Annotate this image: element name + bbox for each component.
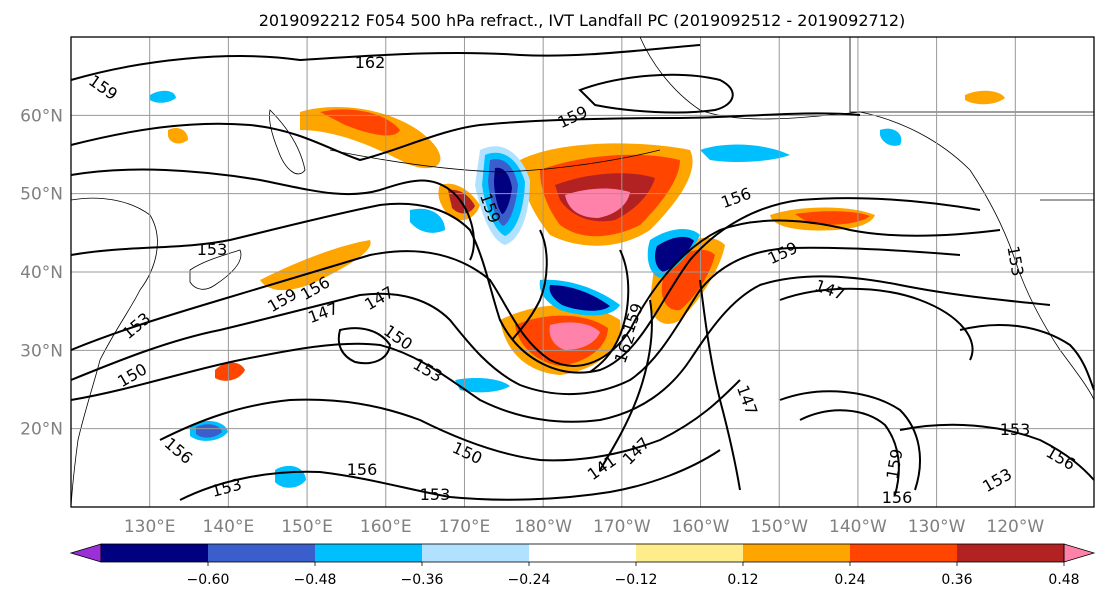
longitude-label: 130°W	[908, 517, 966, 537]
latitude-label: 50°N	[20, 185, 63, 205]
longitude-label: 180°W	[514, 517, 572, 537]
contour-line	[70, 197, 981, 374]
latitude-label: 40°N	[20, 263, 63, 283]
colorbar-segment	[422, 544, 530, 562]
colorbar-tick-label: −0.12	[615, 572, 658, 588]
shade-negative-royal	[196, 424, 222, 438]
shaded-anomalies	[150, 90, 1005, 488]
latitude-label: 20°N	[20, 420, 63, 440]
contour-line	[337, 327, 392, 365]
colorbar-segment	[101, 544, 209, 562]
japan-coastline	[189, 249, 242, 290]
colorbar-tick-label: −0.60	[187, 572, 230, 588]
colorbar-extend-low	[69, 543, 102, 563]
colorbar-tick-label: 0.48	[1048, 572, 1079, 588]
contour-line	[599, 299, 653, 471]
colorbar-tick-labels: −0.60 −0.48 −0.36 −0.24 −0.12 0.12 0.24 0.36 0.4…	[187, 562, 1080, 588]
colorbar-tick-label: 0.24	[834, 572, 865, 588]
longitude-label: 160°E	[360, 517, 412, 537]
contour-line	[70, 168, 475, 261]
contour-line	[578, 73, 734, 114]
longitude-labels: 130°E 140°E 150°E 160°E 170°E 180°W 170°W 160°W…	[124, 517, 1045, 537]
map-frame	[70, 36, 1095, 508]
shade-positive-red	[795, 211, 870, 225]
longitude-label: 150°E	[281, 517, 333, 537]
colorbar-segment	[850, 544, 958, 562]
longitude-label: 170°E	[439, 517, 491, 537]
colorbar-tick-label: −0.36	[401, 572, 444, 588]
contour-label: 153	[420, 485, 451, 504]
contour-line	[799, 409, 900, 496]
longitude-label: 140°E	[203, 517, 255, 537]
coastlines	[70, 36, 1095, 508]
aleutian-chain	[329, 149, 661, 173]
shade-positive-orange	[300, 107, 441, 169]
contour-label: 162	[355, 53, 386, 72]
contour-label: 156	[347, 460, 378, 479]
colorbar-outline	[100, 543, 1065, 563]
contour-line	[159, 379, 741, 462]
refractivity-contours	[70, 44, 1095, 501]
contour-line	[70, 275, 1051, 423]
shade-positive-red	[215, 362, 245, 381]
shade-negative-skyblue	[700, 144, 790, 163]
longitude-label: 160°W	[672, 517, 730, 537]
colorbar-segment	[636, 544, 744, 562]
latitude-label: 60°N	[20, 106, 63, 126]
shade-positive-pink	[565, 188, 630, 218]
longitude-label: 120°W	[986, 517, 1044, 537]
shade-negative-skyblue	[455, 378, 510, 393]
latitude-label: 30°N	[20, 341, 63, 361]
shade-positive-orange	[965, 90, 1005, 105]
contour-line	[70, 219, 1001, 367]
north-america-coastline	[969, 169, 1095, 401]
colorbar-segment	[529, 544, 637, 562]
contour-line	[699, 279, 741, 491]
contour-line	[179, 449, 721, 501]
map-panel: 162 159 159 156 159 153 147 147 150 153 …	[70, 36, 1095, 508]
shade-positive-pink	[549, 322, 600, 350]
colorbar	[69, 543, 1096, 563]
colorbar-segment	[208, 544, 316, 562]
contour-line	[70, 44, 701, 81]
shade-negative-skyblue	[410, 208, 445, 233]
colorbar-tick-label: −0.48	[294, 572, 337, 588]
shade-negative-skyblue	[880, 128, 902, 146]
contour-line	[779, 390, 921, 491]
shade-positive-orange	[168, 128, 188, 144]
longitude-label: 130°E	[124, 517, 176, 537]
colorbar-segment	[743, 544, 851, 562]
longitude-label: 170°W	[593, 517, 651, 537]
contour-label: 153	[1000, 420, 1031, 439]
contour-line	[70, 246, 961, 395]
shade-negative-navy	[655, 236, 694, 272]
contour-label: 156	[882, 488, 913, 507]
longitude-label: 140°W	[829, 517, 887, 537]
contour-line	[589, 249, 630, 373]
contour-line	[899, 423, 1095, 481]
colorbar-tick-label: 0.12	[727, 572, 758, 588]
shade-negative-skyblue	[150, 90, 176, 103]
longitude-label: 150°W	[750, 517, 808, 537]
colorbar-extend-high	[1063, 543, 1096, 563]
contour-line	[779, 287, 974, 361]
colorbar-segment	[957, 544, 1065, 562]
colorbar-segment	[315, 544, 423, 562]
shade-positive-red	[320, 109, 400, 136]
colorbar-tick-label: −0.24	[508, 572, 551, 588]
latitude-labels: 60°N 50°N 40°N 30°N 20°N	[20, 106, 63, 439]
alaska-coastline	[639, 36, 971, 171]
contour-label: 153	[197, 240, 228, 259]
map-title: 2019092212 F054 500 hPa refract., IVT La…	[259, 11, 906, 30]
contour-line	[511, 229, 548, 341]
contour-line	[70, 112, 861, 162]
shade-positive-orange	[260, 240, 371, 291]
asia-coastline	[70, 197, 158, 508]
contour-line	[959, 324, 1095, 391]
canada-border	[849, 37, 1094, 113]
shade-negative-navy	[549, 285, 610, 311]
colorbar-tick-label: 0.36	[941, 572, 972, 588]
shade-negative-navy	[494, 167, 512, 214]
